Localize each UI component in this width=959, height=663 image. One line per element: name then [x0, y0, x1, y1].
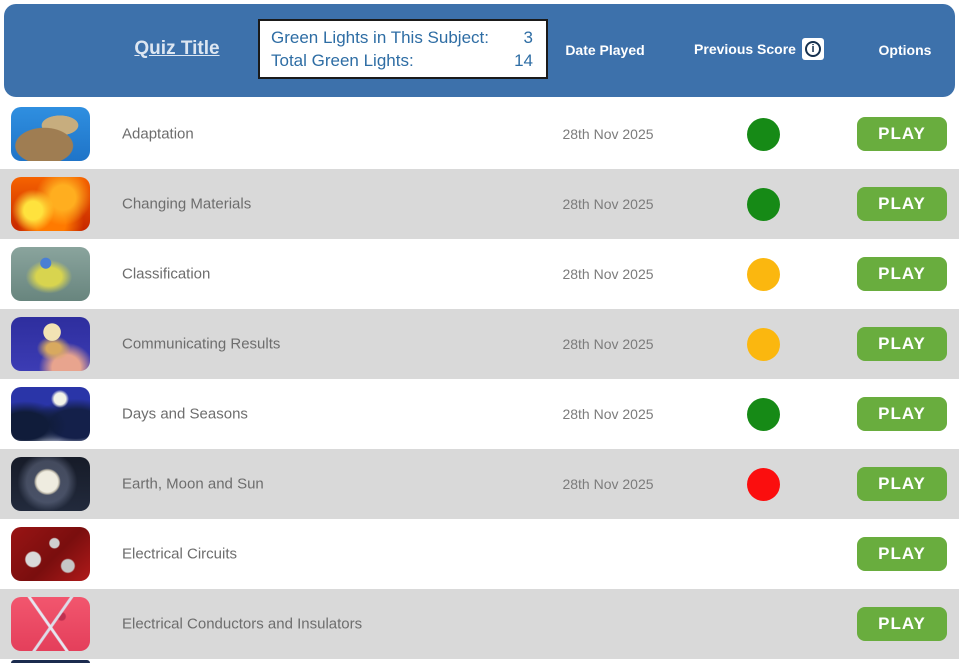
quiz-row-days-and-seasons: Days and Seasons 28th Nov 2025 PLAY	[0, 379, 959, 449]
play-button[interactable]: PLAY	[857, 117, 947, 151]
ice-cream-photo-thumbnail[interactable]	[11, 317, 90, 371]
quiz-row-electrical-conductors: Electrical Conductors and Insulators PLA…	[0, 589, 959, 659]
previous-score-light	[747, 118, 780, 151]
date-played-value: 28th Nov 2025	[562, 336, 654, 352]
quiz-row-classification: Classification 28th Nov 2025 PLAY	[0, 239, 959, 309]
play-button[interactable]: PLAY	[857, 187, 947, 221]
quiz-row-communicating-results: Communicating Results 28th Nov 2025 PLAY	[0, 309, 959, 379]
next-row-partial	[0, 659, 959, 663]
previous-score-light	[747, 258, 780, 291]
quiz-row-earth-moon-sun: Earth, Moon and Sun 28th Nov 2025 PLAY	[0, 449, 959, 519]
green-lights-total-line: Total Green Lights: 14	[271, 51, 533, 71]
previous-score-light	[747, 538, 780, 571]
quiz-row-electrical-circuits: Electrical Circuits PLAY	[0, 519, 959, 589]
quiz-title-link[interactable]: Earth, Moon and Sun	[122, 475, 264, 493]
date-played-value: 28th Nov 2025	[562, 266, 654, 282]
quiz-title-link[interactable]: Electrical Conductors and Insulators	[122, 615, 363, 633]
play-button[interactable]: PLAY	[857, 607, 947, 641]
info-icon[interactable]: i	[801, 38, 824, 60]
date-played-column-header: Date Played	[565, 42, 645, 58]
info-icon-glyph: i	[804, 41, 821, 57]
quiz-title-link[interactable]: Electrical Circuits	[122, 545, 238, 563]
camel-photo-thumbnail[interactable]	[11, 107, 90, 161]
winter-night-photo-thumbnail[interactable]	[11, 387, 90, 441]
play-button[interactable]: PLAY	[857, 537, 947, 571]
fire-photo-thumbnail[interactable]	[11, 177, 90, 231]
date-played-value: 28th Nov 2025	[562, 406, 654, 422]
quiz-row-changing-materials: Changing Materials 28th Nov 2025 PLAY	[0, 169, 959, 239]
green-lights-subject-line: Green Lights in This Subject: 3	[271, 28, 533, 48]
previous-score-light	[747, 328, 780, 361]
date-played-value: 28th Nov 2025	[562, 126, 654, 142]
quiz-rows: Adaptation 28th Nov 2025 PLAY Changing M…	[0, 99, 959, 659]
date-played-value: 28th Nov 2025	[562, 476, 654, 492]
quiz-row-adaptation: Adaptation 28th Nov 2025 PLAY	[0, 99, 959, 169]
green-lights-summary-box: Green Lights in This Subject: 3 Total Gr…	[258, 19, 548, 79]
scissors-photo-thumbnail[interactable]	[11, 597, 90, 651]
play-button[interactable]: PLAY	[857, 397, 947, 431]
next-row-thumbnail-partial	[11, 660, 90, 663]
previous-score-label: Previous Score	[694, 41, 796, 57]
previous-score-light	[747, 188, 780, 221]
green-lights-total-value: 14	[514, 50, 533, 70]
quiz-title-link[interactable]: Changing Materials	[122, 195, 252, 213]
play-button[interactable]: PLAY	[857, 327, 947, 361]
quiz-title-link[interactable]: Days and Seasons	[122, 405, 248, 423]
tinsel-stars-photo-thumbnail[interactable]	[11, 527, 90, 581]
previous-score-light	[747, 468, 780, 501]
play-button[interactable]: PLAY	[857, 257, 947, 291]
quiz-title-link[interactable]: Communicating Results	[122, 335, 281, 353]
green-lights-subject-label: Green Lights in This Subject:	[271, 27, 489, 47]
options-column-header: Options	[878, 42, 932, 58]
header-bar: Quiz Title Green Lights in This Subject:…	[4, 4, 955, 97]
green-lights-total-label: Total Green Lights:	[271, 50, 414, 70]
previous-score-light	[747, 398, 780, 431]
green-lights-subject-value: 3	[523, 27, 533, 47]
date-played-value: 28th Nov 2025	[562, 196, 654, 212]
moon-photo-thumbnail[interactable]	[11, 457, 90, 511]
quiz-title-column-header[interactable]: Quiz Title	[134, 38, 220, 59]
play-button[interactable]: PLAY	[857, 467, 947, 501]
bird-photo-thumbnail[interactable]	[11, 247, 90, 301]
previous-score-column-header: Previous Score i	[676, 38, 842, 60]
quiz-title-link[interactable]: Classification	[122, 265, 211, 283]
previous-score-light	[747, 608, 780, 641]
quiz-title-link[interactable]: Adaptation	[122, 125, 194, 143]
